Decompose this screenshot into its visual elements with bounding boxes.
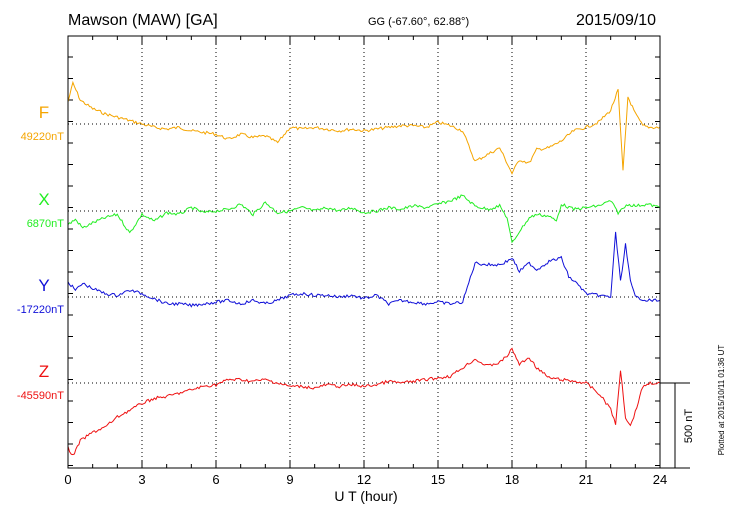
series-lines: [67, 80, 661, 456]
plot-frame: [67, 35, 661, 469]
x-tick-label: 3: [138, 472, 145, 487]
series-name-f: F: [39, 103, 49, 122]
x-tick-label: 12: [357, 472, 371, 487]
geographic-coordinates: GG (-67.60°, 62.88°): [368, 16, 470, 28]
x-tick-label: 9: [286, 472, 293, 487]
series-baseline-x: 6870nT: [27, 218, 65, 230]
series-line-z: [67, 347, 661, 456]
scale-bar: 500 nT: [660, 382, 695, 469]
scale-bar-label: 500 nT: [683, 409, 695, 444]
series-baseline-y: -17220nT: [17, 304, 64, 316]
plotted-timestamp: Plotted at 2015/10/11 01:36 UT: [717, 345, 726, 456]
x-tick-label: 0: [64, 472, 71, 487]
series-line-y: [67, 231, 661, 308]
series-name-z: Z: [39, 362, 49, 381]
x-tick-label: 21: [579, 472, 593, 487]
date-label: 2015/09/10: [576, 12, 657, 29]
x-tick-label: 15: [431, 472, 445, 487]
x-axis-title: U T (hour): [334, 488, 397, 504]
x-tick-label: 18: [505, 472, 519, 487]
series-name-x: X: [38, 190, 49, 209]
series-labels: F 49220nT X 6870nT Y -17220nT Z -45590nT: [17, 103, 64, 402]
grid-lines: [68, 36, 660, 468]
series-line-x: [67, 194, 661, 244]
x-tick-labels: 0 3 6 9 12 15 18 21 24: [64, 472, 667, 487]
series-baseline-f: 49220nT: [21, 131, 65, 143]
x-tick-label: 24: [653, 472, 667, 487]
series-baseline-z: -45590nT: [17, 390, 64, 402]
station-title: Mawson (MAW) [GA]: [68, 12, 218, 29]
series-name-y: Y: [38, 276, 49, 295]
x-tick-label: 6: [212, 472, 219, 487]
series-line-f: [67, 80, 661, 175]
